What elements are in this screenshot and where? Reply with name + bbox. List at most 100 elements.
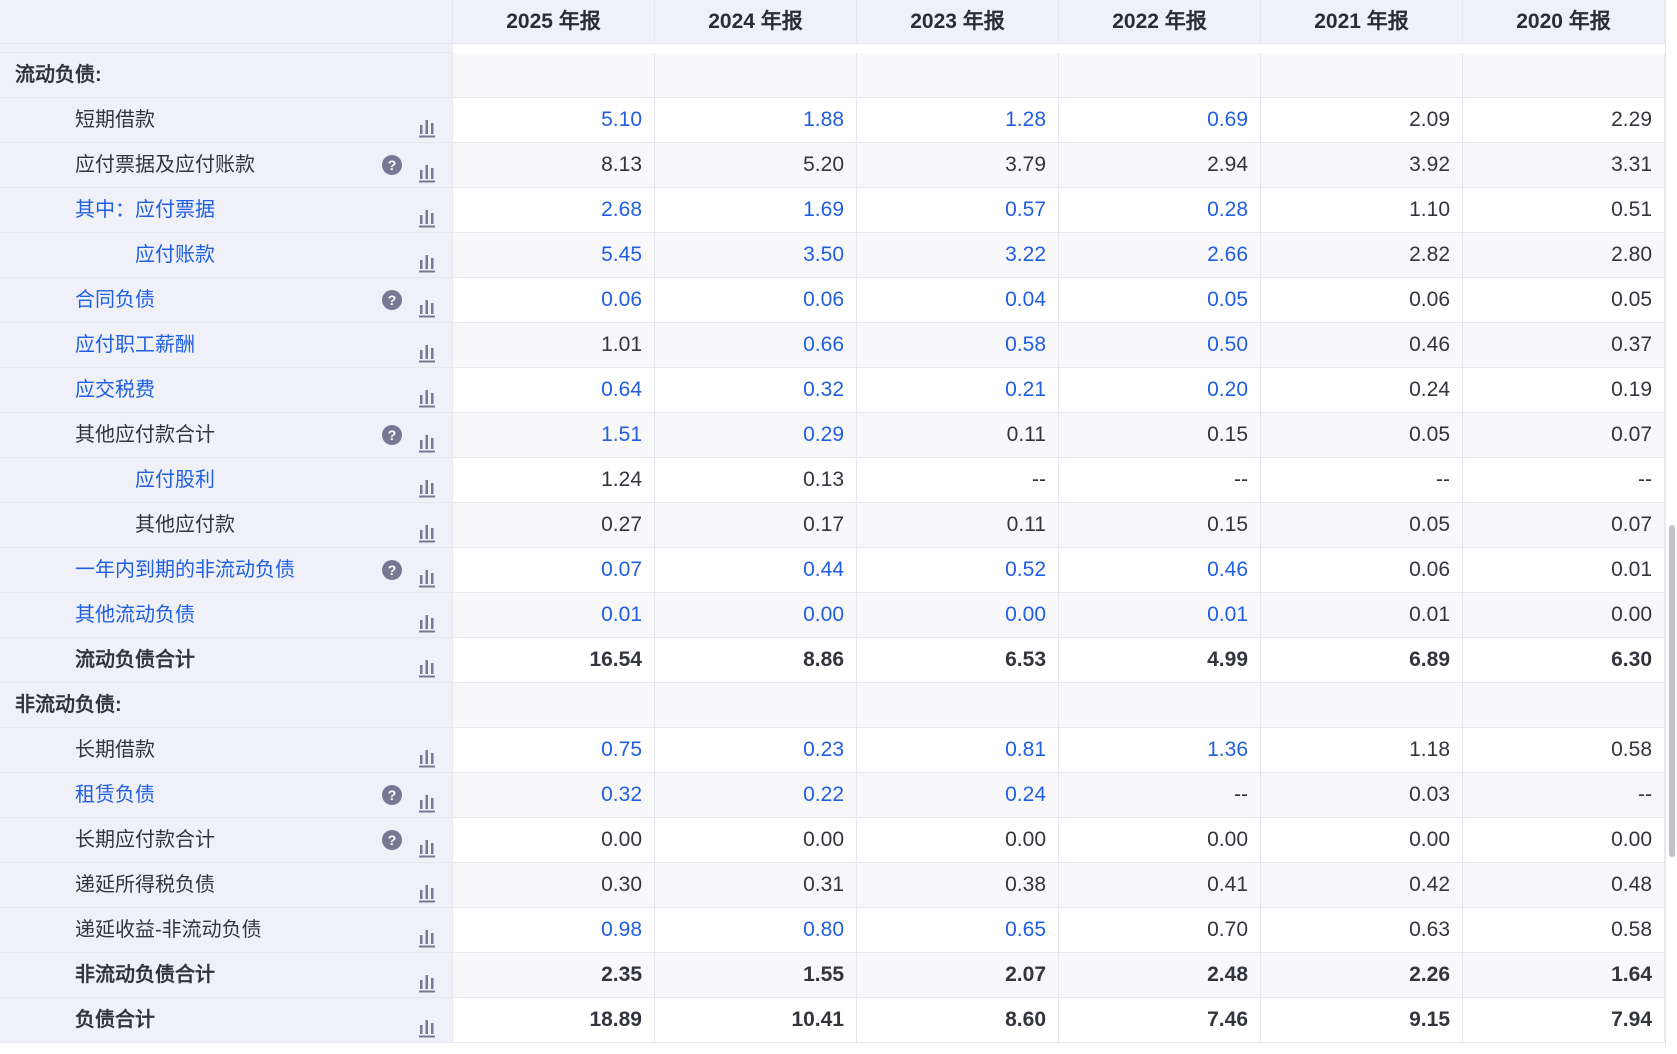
value-link-cell[interactable]: 0.81: [857, 728, 1059, 772]
row-label-link[interactable]: 租赁负债: [75, 784, 155, 806]
help-icon[interactable]: ?: [382, 830, 402, 850]
value-link-cell[interactable]: 0.46: [1059, 548, 1261, 592]
row-label-cell: 长期应付款合计?: [0, 818, 453, 862]
bar-chart-icon[interactable]: [417, 560, 437, 588]
value-link-cell[interactable]: 0.98: [453, 908, 655, 952]
row-label-link[interactable]: 其中：应付票据: [75, 199, 215, 221]
value-link-cell[interactable]: 1.36: [1059, 728, 1261, 772]
value-link-cell[interactable]: 0.04: [857, 278, 1059, 322]
bar-chart-icon[interactable]: [417, 920, 437, 948]
value-link-cell[interactable]: 1.51: [453, 413, 655, 457]
row-label-link[interactable]: 应付账款: [135, 244, 215, 266]
value-cell: 2.82: [1261, 233, 1463, 277]
bar-chart-icon[interactable]: [417, 965, 437, 993]
row-label-link[interactable]: 应付职工薪酬: [75, 334, 195, 356]
value-link-cell[interactable]: 0.58: [857, 323, 1059, 367]
value-cell: 0.06: [1261, 278, 1463, 322]
help-icon[interactable]: ?: [382, 785, 402, 805]
value-link-cell[interactable]: 0.57: [857, 188, 1059, 232]
bar-chart-icon[interactable]: [417, 875, 437, 903]
value-cell: 0.58: [1463, 908, 1665, 952]
value-link-cell[interactable]: 3.22: [857, 233, 1059, 277]
value-link-cell[interactable]: 3.50: [655, 233, 857, 277]
row-label-cell: 短期借款: [0, 98, 453, 142]
value-cell: 0.00: [1059, 818, 1261, 862]
value-cell: 10.41: [655, 998, 857, 1042]
value-link-cell[interactable]: 1.69: [655, 188, 857, 232]
bar-chart-icon[interactable]: [417, 650, 437, 678]
header-year-2020[interactable]: 2020 年报: [1463, 0, 1665, 43]
header-year-2025[interactable]: 2025 年报: [453, 0, 655, 43]
scrollbar-thumb[interactable]: [1669, 525, 1675, 857]
row-label-link[interactable]: 其他流动负债: [75, 604, 195, 626]
bar-chart-icon[interactable]: [417, 380, 437, 408]
help-icon[interactable]: ?: [382, 290, 402, 310]
value-link-cell[interactable]: 1.28: [857, 98, 1059, 142]
value-link-cell[interactable]: 0.24: [857, 773, 1059, 817]
value-link-cell[interactable]: 0.22: [655, 773, 857, 817]
bar-chart-icon[interactable]: [417, 785, 437, 813]
value-link-cell[interactable]: 0.75: [453, 728, 655, 772]
value-link-cell[interactable]: 0.20: [1059, 368, 1261, 412]
value-link-cell[interactable]: 0.44: [655, 548, 857, 592]
value-cell: 3.31: [1463, 143, 1665, 187]
bar-chart-icon[interactable]: [417, 740, 437, 768]
header-year-2022[interactable]: 2022 年报: [1059, 0, 1261, 43]
bar-chart-icon[interactable]: [417, 605, 437, 633]
value-link-cell[interactable]: 0.29: [655, 413, 857, 457]
section-title: 非流动负债:: [15, 694, 122, 716]
value-link-cell[interactable]: 0.69: [1059, 98, 1261, 142]
row-label-link[interactable]: 应交税费: [75, 379, 155, 401]
bar-chart-icon[interactable]: [417, 290, 437, 318]
value-cell: 0.42: [1261, 863, 1463, 907]
bar-chart-icon[interactable]: [417, 1010, 437, 1038]
value-link-cell[interactable]: 0.32: [655, 368, 857, 412]
header-year-2021[interactable]: 2021 年报: [1261, 0, 1463, 43]
value-link-cell[interactable]: 0.01: [453, 593, 655, 637]
value-link-cell[interactable]: 0.65: [857, 908, 1059, 952]
bar-chart-icon[interactable]: [417, 470, 437, 498]
vertical-scrollbar[interactable]: [1665, 0, 1677, 1049]
value-link-cell[interactable]: 5.45: [453, 233, 655, 277]
bar-chart-icon[interactable]: [417, 335, 437, 363]
value-cell: 0.41: [1059, 863, 1261, 907]
bar-chart-icon[interactable]: [417, 200, 437, 228]
table-header: 2025 年报 2024 年报 2023 年报 2022 年报 2021 年报 …: [0, 0, 1665, 44]
value-link-cell[interactable]: 0.00: [857, 593, 1059, 637]
help-icon[interactable]: ?: [382, 425, 402, 445]
value-cell: 2.94: [1059, 143, 1261, 187]
help-icon[interactable]: ?: [382, 560, 402, 580]
value-link-cell[interactable]: 0.80: [655, 908, 857, 952]
bar-chart-icon[interactable]: [417, 110, 437, 138]
value-link-cell[interactable]: 0.23: [655, 728, 857, 772]
value-link-cell[interactable]: 0.52: [857, 548, 1059, 592]
row-label-link[interactable]: 合同负债: [75, 289, 155, 311]
value-link-cell[interactable]: 2.68: [453, 188, 655, 232]
value-link-cell[interactable]: 0.66: [655, 323, 857, 367]
value-link-cell[interactable]: 2.66: [1059, 233, 1261, 277]
bar-chart-icon[interactable]: [417, 830, 437, 858]
help-icon[interactable]: ?: [382, 155, 402, 175]
value-link-cell[interactable]: 0.21: [857, 368, 1059, 412]
row-label-link[interactable]: 应付股利: [135, 469, 215, 491]
bar-chart-icon[interactable]: [417, 245, 437, 273]
value-cell: 1.55: [655, 953, 857, 997]
value-link-cell[interactable]: 0.00: [655, 593, 857, 637]
value-link-cell[interactable]: 0.06: [655, 278, 857, 322]
bar-chart-icon[interactable]: [417, 155, 437, 183]
header-year-2024[interactable]: 2024 年报: [655, 0, 857, 43]
bar-chart-icon[interactable]: [417, 515, 437, 543]
value-link-cell[interactable]: 0.50: [1059, 323, 1261, 367]
value-link-cell[interactable]: 0.32: [453, 773, 655, 817]
row-label-link[interactable]: 一年内到期的非流动负债: [75, 559, 295, 581]
bar-chart-icon[interactable]: [417, 425, 437, 453]
header-year-2023[interactable]: 2023 年报: [857, 0, 1059, 43]
value-link-cell[interactable]: 0.07: [453, 548, 655, 592]
value-link-cell[interactable]: 0.28: [1059, 188, 1261, 232]
value-link-cell[interactable]: 0.05: [1059, 278, 1261, 322]
value-link-cell[interactable]: 0.01: [1059, 593, 1261, 637]
value-link-cell[interactable]: 1.88: [655, 98, 857, 142]
value-link-cell[interactable]: 0.06: [453, 278, 655, 322]
value-link-cell[interactable]: 5.10: [453, 98, 655, 142]
value-link-cell[interactable]: 0.64: [453, 368, 655, 412]
